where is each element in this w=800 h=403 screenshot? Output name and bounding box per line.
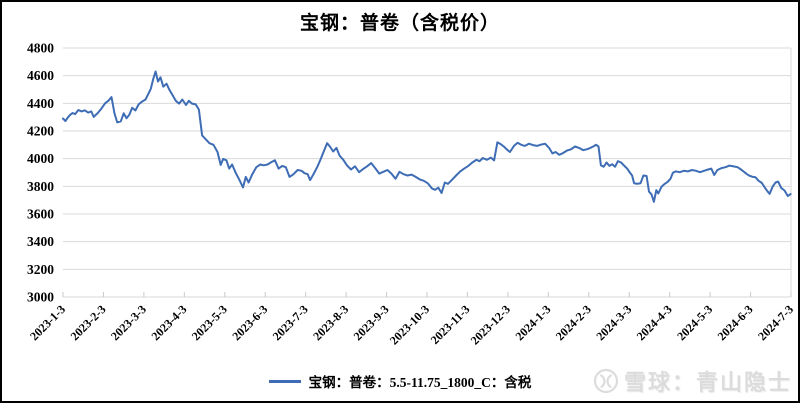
y-axis-tick-label: 4800 [27, 41, 54, 56]
x-axis-tick-label: 2023-10-3 [387, 302, 432, 347]
x-axis-tick-label: 2023-1-3 [27, 302, 68, 343]
legend-line-swatch [268, 379, 301, 383]
price-series-line [62, 70, 792, 203]
legend-label: 宝钢：普卷：5.5-11.75_1800_C：含税 [308, 375, 532, 390]
x-axis-tick-label: 2024-2-3 [553, 302, 594, 343]
x-axis-tick-label: 2023-9-3 [351, 302, 392, 343]
y-axis-tick-label: 3400 [27, 234, 54, 249]
y-axis-tick-label: 4000 [27, 151, 54, 166]
x-axis-tick-label: 2023-11-3 [428, 302, 473, 347]
x-axis-tick-label: 2023-5-3 [189, 302, 230, 343]
x-axis-tick-label: 2024-7-3 [755, 302, 796, 343]
x-axis-tick-label: 2023-3-3 [108, 302, 149, 343]
x-axis-tick-label: 2023-6-3 [229, 302, 270, 343]
x-axis-tick-label: 2024-6-3 [715, 302, 756, 343]
x-axis-tick-label: 2024-5-3 [674, 302, 715, 343]
y-axis-tick-label: 4600 [27, 68, 54, 83]
chart-legend: 宝钢：普卷：5.5-11.75_1800_C：含税 [2, 371, 798, 391]
chart-title: 宝钢：普卷（含税价） [299, 13, 500, 34]
y-axis-tick-label: 3000 [27, 290, 54, 305]
y-axis-tick-label: 4200 [27, 124, 54, 139]
y-axis-tick-label: 4400 [27, 96, 54, 111]
xueqiu-logo-icon [593, 368, 619, 394]
watermark: 雪球：青山隐士 [593, 365, 792, 397]
x-axis-tick-label: 2024-4-3 [634, 302, 675, 343]
x-axis-tick-label: 2023-12-3 [468, 302, 513, 347]
x-axis-tick-label: 2023-8-3 [310, 302, 351, 343]
x-axis-tick-label: 2024-1-3 [512, 302, 553, 343]
x-axis-tick-label: 2023-7-3 [270, 302, 311, 343]
x-axis-tick-label: 2023-2-3 [68, 302, 109, 343]
y-axis-tick-label: 3800 [27, 179, 54, 194]
x-axis-tick-label: 2023-4-3 [148, 302, 189, 343]
watermark-text: 雪球：青山隐士 [623, 370, 792, 395]
x-axis-tick-label: 2024-3-3 [593, 302, 634, 343]
y-axis-tick-label: 3600 [27, 207, 54, 222]
y-axis-tick-label: 3200 [27, 262, 54, 277]
